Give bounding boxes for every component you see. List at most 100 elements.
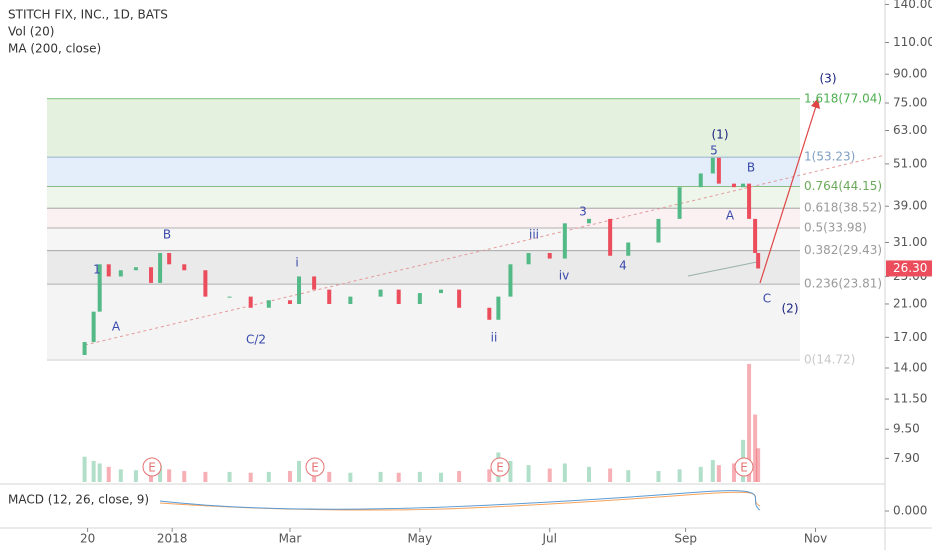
fib-zone xyxy=(47,186,800,209)
y-tick-label: 7.90 xyxy=(893,451,920,465)
candle xyxy=(586,218,591,224)
volume-bar xyxy=(133,470,138,482)
candle xyxy=(753,218,758,254)
y-tick-label: 11.50 xyxy=(893,392,927,406)
volume-bar xyxy=(97,463,102,482)
volume-bar xyxy=(227,471,232,482)
volume-bar xyxy=(378,471,383,482)
volume-bar xyxy=(82,456,87,482)
fib-label: 1.618(77.04) xyxy=(804,91,882,105)
wave-label: C xyxy=(763,292,771,306)
fib-label: 0.5(33.98) xyxy=(804,220,867,234)
wave-label: 3 xyxy=(579,205,587,219)
candle xyxy=(348,296,353,304)
candle xyxy=(716,157,721,184)
candle xyxy=(487,307,492,320)
candle xyxy=(562,223,567,259)
fib-label: 1(53.23) xyxy=(804,150,855,164)
candle xyxy=(526,253,531,265)
fib-label: 0.618(38.52) xyxy=(804,201,882,215)
volume-bar xyxy=(118,469,123,482)
candle xyxy=(378,289,383,297)
wave-label: B xyxy=(747,161,755,175)
y-tick-label: 75.00 xyxy=(893,95,927,109)
wave-label: B xyxy=(163,228,171,242)
volume-bar xyxy=(203,471,208,482)
wave-label: A xyxy=(112,320,121,334)
volume-bar xyxy=(327,471,332,482)
macd-label: MACD (12, 26, close, 9) xyxy=(8,493,149,507)
volume-bar xyxy=(266,471,271,482)
y-tick-label: 17.00 xyxy=(893,330,927,344)
candle xyxy=(677,187,682,219)
earnings-marker xyxy=(142,457,162,477)
y-tick-label: 31.00 xyxy=(893,235,927,249)
volume-bar xyxy=(348,472,353,482)
wave-label: (1) xyxy=(712,128,729,142)
candle xyxy=(731,183,736,188)
volume-bar xyxy=(756,448,761,482)
wave-label: iv xyxy=(559,269,569,283)
wave-label: A xyxy=(726,209,735,223)
fib-zone xyxy=(47,227,800,251)
wave-label: ii xyxy=(491,331,498,345)
volume-bar xyxy=(753,414,758,482)
volume-bar xyxy=(438,472,443,482)
y-tick-label: 140.00 xyxy=(893,0,932,11)
candle xyxy=(756,253,761,269)
candle xyxy=(248,296,253,308)
x-tick-label: Mar xyxy=(279,532,302,546)
candle xyxy=(508,264,513,297)
volume-bar xyxy=(710,460,715,482)
candle xyxy=(266,300,271,308)
earnings-label: E xyxy=(148,461,156,475)
volume-bar xyxy=(287,471,292,482)
y-tick-label: 90.00 xyxy=(893,67,927,81)
candle xyxy=(149,267,154,283)
volume-bar xyxy=(608,468,613,482)
candle xyxy=(97,264,102,312)
x-tick-label: Jul xyxy=(541,532,556,546)
candle xyxy=(417,293,422,304)
volume-bar xyxy=(248,472,253,482)
wave-label: 5 xyxy=(710,144,718,158)
candle xyxy=(182,264,187,271)
macd-line xyxy=(159,490,761,511)
fib-label: 0.764(44.15) xyxy=(804,179,882,193)
fib-zone xyxy=(47,208,800,228)
x-tick-label: Nov xyxy=(804,532,827,546)
fib-zone xyxy=(47,284,800,361)
earnings-marker xyxy=(305,457,325,477)
wave-label: 1 xyxy=(93,263,101,277)
y-tick-label: 63.00 xyxy=(893,123,927,137)
volume-bar xyxy=(547,468,552,482)
wave-label: (3) xyxy=(820,72,837,86)
candle xyxy=(312,276,317,290)
volume-bar xyxy=(297,460,302,482)
x-tick-label: 20 xyxy=(80,532,95,546)
y-tick-label: 51.00 xyxy=(893,156,927,170)
y-tick-label: 110.00 xyxy=(893,35,932,49)
candle xyxy=(297,276,302,304)
volume-bar xyxy=(106,466,111,482)
earnings-label: E xyxy=(311,461,319,475)
volume-bar xyxy=(167,469,172,482)
volume-bar xyxy=(508,460,513,482)
fib-zone xyxy=(47,157,800,187)
y-tick-label: 14.00 xyxy=(893,360,927,374)
chart-title: STITCH FIX, INC., 1D, BATS xyxy=(8,8,168,22)
earnings-marker xyxy=(490,457,510,477)
candle xyxy=(91,311,96,343)
fib-zone xyxy=(47,250,800,285)
volume-bar xyxy=(417,471,422,482)
volume-bar xyxy=(182,471,187,482)
candle xyxy=(287,300,292,304)
fib-label: 0(14.72) xyxy=(804,353,855,367)
wave-label: C/2 xyxy=(246,333,266,347)
volume-bar xyxy=(487,469,492,482)
last-price-box xyxy=(886,260,932,277)
volume-bar xyxy=(747,364,752,482)
candle xyxy=(167,253,172,265)
fib-zones xyxy=(47,98,800,361)
